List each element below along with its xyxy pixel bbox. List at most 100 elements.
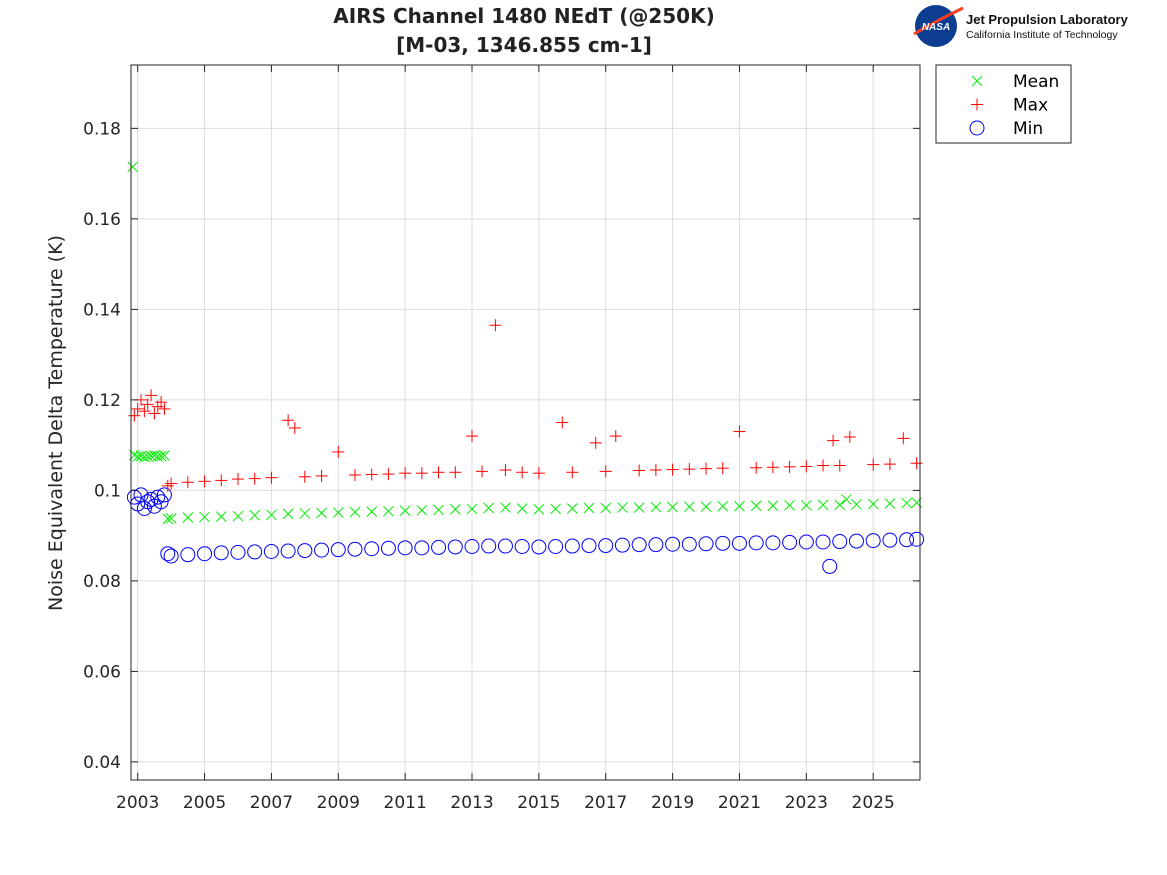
series-min (126, 487, 925, 574)
series-mean (127, 161, 923, 525)
point-max (432, 466, 445, 479)
point-max (151, 400, 164, 413)
point-max (181, 476, 194, 489)
x-tick-label: 2005 (183, 793, 226, 813)
point-max (161, 479, 174, 492)
point-max (609, 430, 622, 443)
point-max (766, 461, 779, 474)
point-max (516, 466, 529, 479)
y-tick-label: 0.1 (94, 481, 121, 501)
point-min (681, 536, 697, 552)
point-min (153, 494, 169, 510)
point-min (548, 538, 564, 554)
x-tick-label: 2021 (718, 793, 761, 813)
point-min (765, 535, 781, 551)
point-min (247, 544, 263, 560)
point-max (833, 459, 846, 472)
x-tick-label: 2003 (116, 793, 159, 813)
point-min (822, 558, 838, 574)
point-min (156, 487, 172, 503)
point-mean (550, 503, 561, 515)
point-mean (516, 503, 528, 514)
point-max (145, 389, 158, 402)
point-max (800, 460, 813, 473)
grid (131, 65, 920, 780)
point-mean (215, 511, 227, 522)
nasa-badge-text: NASA (922, 22, 950, 33)
y-tick-label: 0.14 (83, 300, 121, 320)
legend-label-min: Min (1013, 119, 1043, 139)
point-mean (800, 499, 812, 511)
point-max (556, 416, 569, 429)
point-max (415, 467, 428, 480)
point-min (414, 540, 430, 556)
point-mean (734, 500, 745, 512)
point-max (158, 402, 171, 415)
point-min (631, 537, 647, 553)
point-mean (817, 499, 829, 511)
x-tick-label: 2015 (517, 793, 560, 813)
x-tick-label: 2009 (317, 793, 360, 813)
point-mean (884, 498, 896, 509)
point-mean (483, 502, 495, 514)
point-mean (433, 504, 444, 516)
point-min (380, 540, 396, 556)
logo-org-name: Jet Propulsion Laboratory (966, 12, 1129, 27)
point-min (347, 541, 363, 557)
point-max (231, 473, 244, 486)
point-max (716, 462, 729, 475)
point-max (215, 474, 228, 487)
point-mean (155, 450, 167, 462)
point-max (499, 464, 512, 477)
y-tick-label: 0.04 (83, 753, 121, 773)
point-min (330, 542, 346, 558)
point-mean (182, 512, 194, 523)
point-min (150, 489, 166, 505)
point-max (466, 430, 479, 443)
point-mean (232, 510, 244, 522)
legend-label-max: Max (1013, 96, 1048, 116)
point-min (297, 543, 313, 559)
point-mean (650, 501, 662, 513)
point-max (131, 402, 144, 415)
chart-title: AIRS Channel 1480 NEdT (@250K) (333, 4, 714, 28)
jpl-logo: NASA Jet Propulsion Laboratory Californi… (913, 5, 1129, 47)
legend-box (935, 64, 1072, 144)
point-max (599, 465, 612, 478)
point-mean (600, 502, 612, 514)
point-mean (667, 501, 678, 513)
y-tick-label: 0.06 (83, 662, 121, 682)
point-max (298, 470, 311, 483)
chart-subtitle: [M-03, 1346.855 cm-1] (396, 33, 652, 57)
point-mean (717, 500, 729, 512)
x-tick-label: 2023 (785, 793, 828, 813)
legend-marker-mean (971, 75, 983, 87)
point-min (564, 538, 580, 554)
point-mean (533, 504, 545, 515)
x-tick-label: 2025 (852, 793, 895, 813)
point-min (364, 541, 380, 557)
point-max (589, 436, 602, 449)
point-mean (566, 503, 578, 514)
y-tick-label: 0.18 (83, 119, 121, 139)
plot-frame (130, 64, 921, 781)
point-max (198, 475, 211, 488)
point-min (815, 534, 831, 550)
point-max (282, 414, 295, 427)
point-min (481, 538, 497, 554)
point-max (489, 319, 502, 332)
point-mean (152, 451, 164, 462)
x-tick-label: 2007 (250, 793, 293, 813)
point-mean (784, 499, 795, 511)
point-mean (750, 500, 762, 512)
point-min (614, 537, 630, 553)
point-min (648, 537, 664, 553)
point-max (288, 421, 301, 434)
point-min (598, 538, 614, 554)
point-max (141, 398, 154, 411)
point-max (155, 396, 168, 409)
point-min (213, 545, 229, 561)
point-min (263, 543, 279, 559)
point-mean (841, 494, 852, 505)
